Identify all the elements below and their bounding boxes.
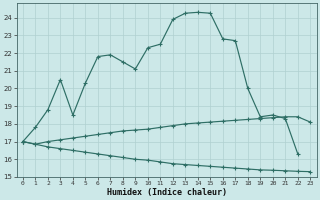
X-axis label: Humidex (Indice chaleur): Humidex (Indice chaleur) (107, 188, 227, 197)
